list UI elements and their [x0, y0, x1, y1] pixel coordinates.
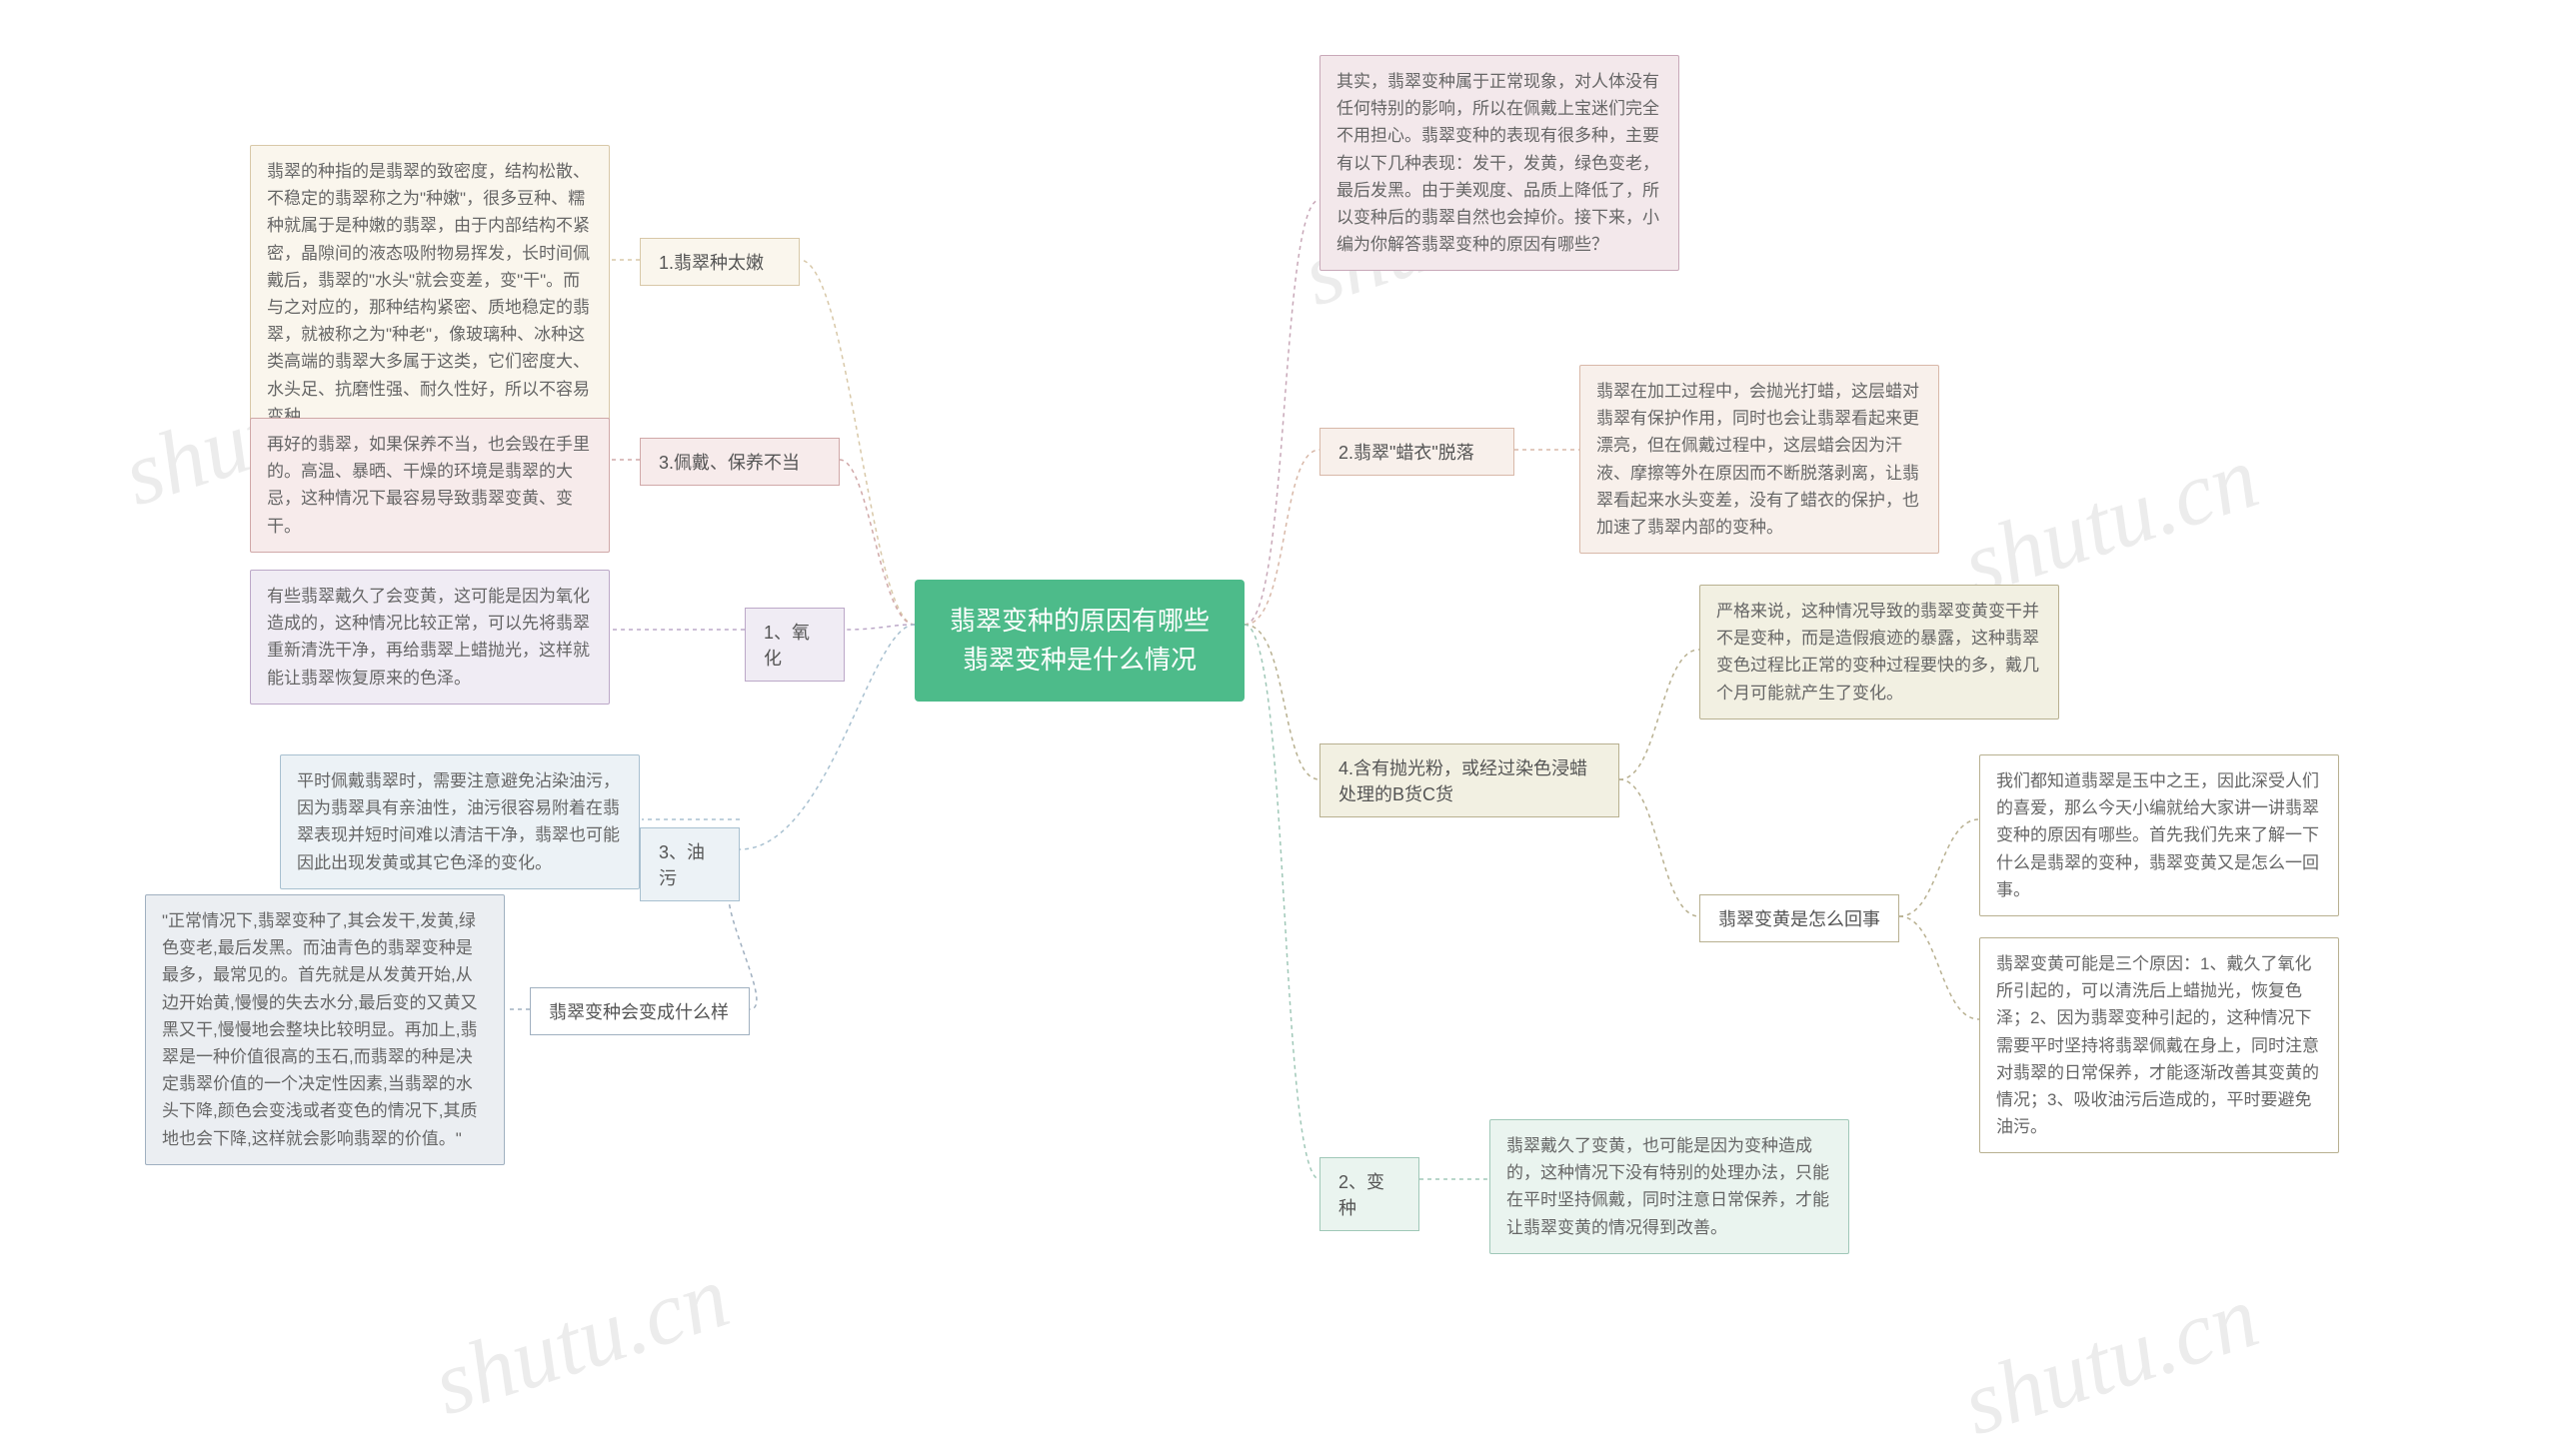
right-label-3: 2、变种 [1319, 1157, 1419, 1231]
left-label-2: 1、氧化 [745, 608, 845, 682]
left-detail-3: 平时佩戴翡翠时，需要注意避免沾染油污，因为翡翠具有亲油性，油污很容易附着在翡翠表… [280, 754, 640, 889]
left-detail-2: 有些翡翠戴久了会变黄，这可能是因为氧化造成的，这种情况比较正常，可以先将翡翠重新… [250, 570, 610, 705]
right-label-1: 2.翡翠"蜡衣"脱落 [1319, 428, 1514, 476]
left-detail-1: 再好的翡翠，如果保养不当，也会毁在手里的。高温、暴晒、干燥的环境是翡翠的大忌，这… [250, 418, 610, 553]
right-label-2: 4.含有抛光粉，或经过染色浸蜡处理的B货C货 [1319, 743, 1619, 817]
right-2-1-detail-1: 翡翠变黄可能是三个原因：1、戴久了氧化所引起的，可以清洗后上蜡抛光，恢复色泽；2… [1979, 937, 2339, 1153]
center-node: 翡翠变种的原因有哪些 翡翠变种是什么情况 [915, 580, 1245, 702]
right-2-detail-0: 严格来说，这种情况导致的翡翠变黄变干并不是变种，而是造假痕迹的暴露，这种翡翠变色… [1699, 585, 2059, 720]
right-detail-3: 翡翠戴久了变黄，也可能是因为变种造成的，这种情况下没有特别的处理办法，只能在平时… [1489, 1119, 1849, 1254]
right-detail-1: 翡翠在加工过程中，会抛光打蜡，这层蜡对翡翠有保护作用，同时也会让翡翠看起来更漂亮… [1579, 365, 1939, 554]
left-detail-0: 翡翠的种指的是翡翠的致密度，结构松散、不稳定的翡翠称之为"种嫩"，很多豆种、糯种… [250, 145, 610, 443]
left-label-3: 3、油污 [640, 827, 740, 901]
center-line1: 翡翠变种的原因有哪些 [945, 602, 1215, 641]
right-2-label-1: 翡翠变黄是怎么回事 [1699, 894, 1899, 942]
right-2-1-detail-0: 我们都知道翡翠是玉中之王，因此深受人们的喜爱，那么今天小编就给大家讲一讲翡翠变种… [1979, 754, 2339, 916]
watermark: shutu.cn [1950, 1265, 2270, 1456]
left-label-4: 翡翠变种会变成什么样 [530, 987, 750, 1035]
left-detail-4: "正常情况下,翡翠变种了,其会发干,发黄,绿色变老,最后发黑。而油青色的翡翠变种… [145, 894, 505, 1165]
right-detail-0: 其实，翡翠变种属于正常现象，对人体没有任何特别的影响，所以在佩戴上宝迷们完全不用… [1319, 55, 1679, 271]
left-label-0: 1.翡翠种太嫩 [640, 238, 800, 286]
center-line2: 翡翠变种是什么情况 [945, 641, 1215, 680]
left-label-1: 3.佩戴、保养不当 [640, 438, 840, 486]
watermark: shutu.cn [421, 1245, 741, 1436]
